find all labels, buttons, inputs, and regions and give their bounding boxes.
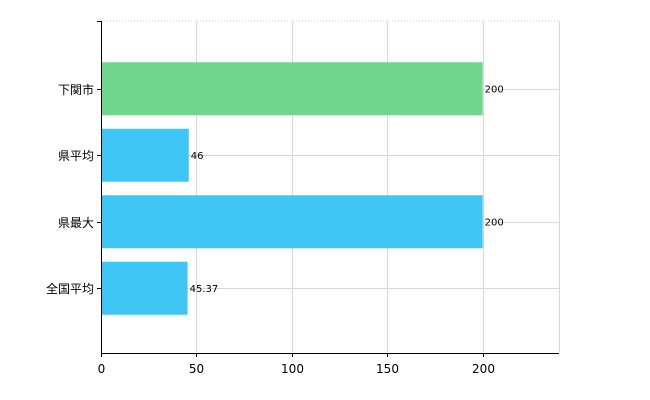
x-tick-label: 50	[189, 362, 204, 376]
bar	[102, 128, 189, 182]
y-tick-label: 下関市	[58, 82, 94, 97]
bar	[102, 261, 188, 315]
x-tick-label: 200	[472, 362, 495, 376]
data-label: 200	[485, 217, 504, 228]
bar	[102, 62, 483, 116]
data-label: 200	[485, 84, 504, 95]
data-label: 46	[191, 151, 204, 162]
x-tick-label: 100	[281, 362, 304, 376]
x-tick-label: 0	[98, 362, 106, 376]
data-label: 45.37	[190, 284, 219, 295]
y-tick-label: 県平均	[58, 149, 94, 163]
y-tick-label: 県最大	[58, 216, 94, 230]
x-tick-label: 150	[376, 362, 399, 376]
bar	[102, 195, 483, 249]
y-tick-label: 全国平均	[46, 281, 94, 296]
